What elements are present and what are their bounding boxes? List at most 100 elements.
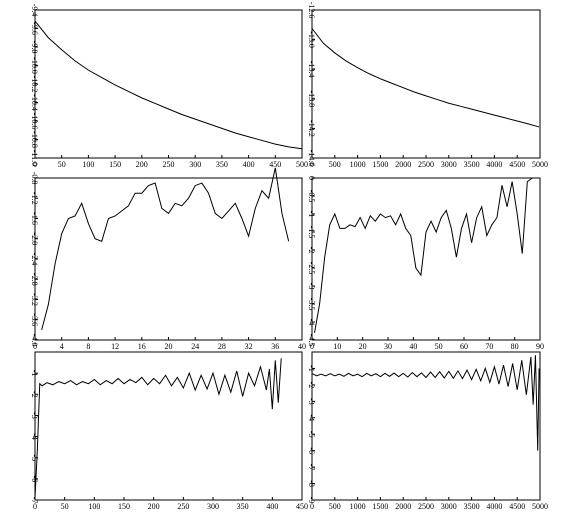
- y-tick-label: -2.0: [30, 232, 39, 245]
- x-tick-label: 36: [271, 342, 279, 351]
- data-line: [41, 167, 290, 331]
- x-tick-label: 20: [165, 342, 173, 351]
- x-tick-label: 1000: [350, 160, 366, 169]
- x-tick-label: 0: [33, 342, 37, 351]
- y-tick-label: -4.5: [307, 334, 316, 347]
- x-tick-label: 30: [384, 342, 392, 351]
- x-tick-label: 0: [33, 502, 37, 511]
- x-tick-label: 28: [218, 342, 226, 351]
- x-tick-label: 500: [329, 160, 341, 169]
- y-tick-label: -2.5: [307, 262, 316, 275]
- plot-frame: [34, 351, 303, 501]
- x-tick-label: 40: [298, 342, 306, 351]
- x-tick-label: 150: [109, 160, 121, 169]
- x-tick-label: 4000: [486, 160, 502, 169]
- x-tick-label: 400: [243, 160, 255, 169]
- data-line: [314, 177, 533, 333]
- y-tick-label: -1.2: [30, 192, 39, 205]
- data-line: [311, 28, 540, 128]
- x-tick-label: 90: [536, 342, 544, 351]
- x-tick-label: 40: [409, 342, 417, 351]
- x-tick-label: 400: [266, 502, 278, 511]
- y-tick-label: -13.0: [307, 31, 316, 48]
- data-line: [34, 20, 303, 150]
- x-tick-label: 0: [310, 160, 314, 169]
- y-tick-label: -3.6: [30, 313, 39, 326]
- y-tick-label: -4: [307, 414, 316, 421]
- data-line: [34, 358, 282, 498]
- x-tick-label: 12: [111, 342, 119, 351]
- y-tick-label: -9.4: [30, 4, 39, 17]
- y-tick-label: -8: [307, 480, 316, 487]
- y-tick-label: -9.8: [30, 41, 39, 54]
- x-tick-label: 4500: [509, 160, 525, 169]
- x-tick-label: 3500: [464, 502, 480, 511]
- x-tick-label: 150: [118, 502, 130, 511]
- x-tick-label: 5000: [532, 160, 548, 169]
- y-tick-label: -10.6: [30, 113, 39, 130]
- x-tick-label: 0: [33, 160, 37, 169]
- y-tick-label: -5: [307, 431, 316, 438]
- x-tick-label: 50: [435, 342, 443, 351]
- x-tick-label: 16: [138, 342, 146, 351]
- y-tick-label: -12.6: [307, 2, 316, 19]
- x-tick-label: 10: [333, 342, 341, 351]
- y-tick-label: -4: [307, 319, 316, 326]
- x-tick-label: 100: [88, 502, 100, 511]
- x-tick-label: 70: [485, 342, 493, 351]
- plot-frame: [34, 177, 303, 341]
- x-tick-label: 1500: [372, 502, 388, 511]
- x-tick-label: 50: [58, 160, 66, 169]
- y-tick-label: -13.8: [307, 90, 316, 107]
- x-tick-label: 2500: [418, 502, 434, 511]
- x-tick-label: 350: [216, 160, 228, 169]
- x-tick-label: 100: [82, 160, 94, 169]
- x-tick-label: 250: [177, 502, 189, 511]
- x-tick-label: 5000: [532, 502, 548, 511]
- y-tick-label: -3: [307, 398, 316, 405]
- x-tick-label: 1500: [372, 160, 388, 169]
- x-tick-label: 3000: [441, 160, 457, 169]
- x-tick-label: 350: [237, 502, 249, 511]
- x-tick-label: 250: [163, 160, 175, 169]
- y-tick-label: -3: [307, 283, 316, 290]
- x-tick-label: 500: [329, 502, 341, 511]
- y-tick-label: -13.4: [307, 61, 316, 78]
- y-tick-label: -0.5: [307, 190, 316, 203]
- y-tick-label: -10.8: [30, 131, 39, 148]
- y-tick-label: -2: [307, 382, 316, 389]
- x-tick-label: 200: [136, 160, 148, 169]
- y-tick-label: -4.0: [30, 334, 39, 347]
- y-tick-label: -1.6: [30, 212, 39, 225]
- x-tick-label: 50: [61, 502, 69, 511]
- y-tick-label: 0: [307, 176, 316, 180]
- x-tick-label: 32: [245, 342, 253, 351]
- y-tick-label: -10.2: [30, 76, 39, 93]
- y-tick-label: -0.8: [30, 172, 39, 185]
- y-tick-label: -3: [30, 412, 39, 419]
- x-tick-label: 3500: [464, 160, 480, 169]
- x-tick-label: 8: [86, 342, 90, 351]
- x-tick-label: 300: [189, 160, 201, 169]
- y-tick-label: -1.5: [307, 226, 316, 239]
- x-tick-label: 200: [148, 502, 160, 511]
- y-tick-label: -14.2: [307, 120, 316, 137]
- y-tick-label: -6: [307, 447, 316, 454]
- x-tick-label: 450: [269, 160, 281, 169]
- y-tick-label: -6: [30, 476, 39, 483]
- y-tick-label: -2.4: [30, 253, 39, 266]
- y-tick-label: -1: [307, 365, 316, 372]
- x-tick-label: 60: [460, 342, 468, 351]
- plot-frame: [311, 177, 541, 341]
- x-tick-label: 2000: [395, 160, 411, 169]
- y-tick-label: -7: [307, 464, 316, 471]
- x-tick-label: 2000: [395, 502, 411, 511]
- x-tick-label: 300: [207, 502, 219, 511]
- y-tick-label: -1: [307, 211, 316, 218]
- y-tick-label: -4: [30, 433, 39, 440]
- y-tick-label: -2: [30, 391, 39, 398]
- x-tick-label: 4: [60, 342, 64, 351]
- x-tick-label: 20: [359, 342, 367, 351]
- x-tick-label: 500: [296, 160, 308, 169]
